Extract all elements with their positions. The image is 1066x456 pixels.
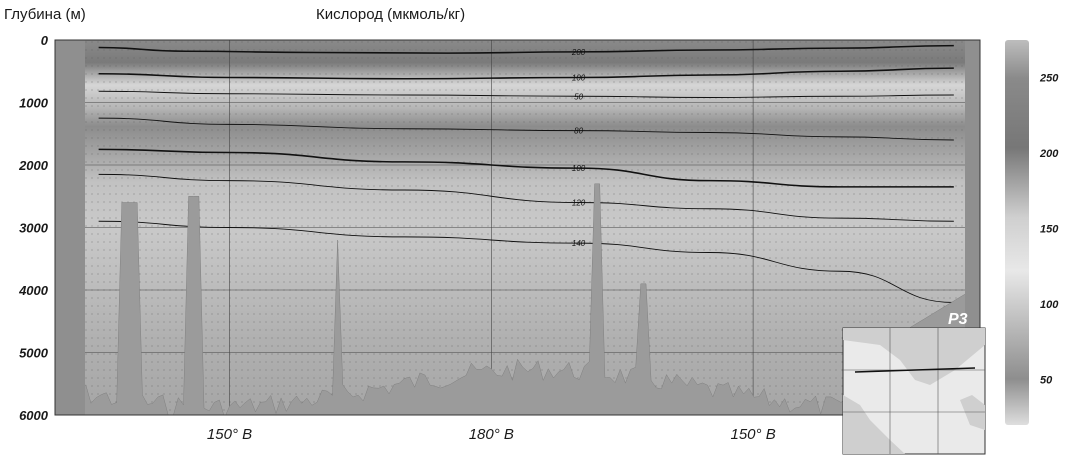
x-axis-ticks: 150° В 180° В 150° В — [207, 426, 776, 443]
inset-label: P3 — [948, 311, 968, 328]
contour-line-50 — [98, 90, 954, 98]
colorbar-tick-label: 100 — [1040, 299, 1059, 311]
contour-line-200 — [98, 44, 954, 54]
contour-line-140 — [98, 220, 954, 303]
gridlines — [55, 40, 980, 415]
colorbar-tick-label: 50 — [1040, 375, 1053, 387]
colorbar-tick-label: 250 — [1039, 73, 1059, 85]
contours — [98, 44, 954, 303]
contour-line-100 — [98, 148, 954, 188]
x-tick-label: 150° В — [731, 426, 776, 443]
y-tick-label: 0 — [41, 33, 49, 48]
colorbar-tick-label: 150 — [1040, 224, 1059, 236]
colorbar-ticks: 250 200 150 100 50 — [1039, 73, 1059, 387]
colorbar — [1005, 40, 1029, 425]
x-tick-label: 180° В — [469, 426, 514, 443]
contour-line-100 — [98, 67, 954, 80]
contour-label: 200 — [571, 48, 586, 57]
section-track-line — [854, 367, 976, 373]
plot-frame — [54, 39, 981, 416]
y-tick-label: 2000 — [18, 158, 49, 173]
left-land-mask — [55, 40, 85, 415]
contour-label: 100 — [572, 164, 586, 173]
contour-label: 120 — [572, 199, 586, 208]
contour-line-80 — [98, 117, 954, 141]
right-land-mask — [965, 40, 980, 415]
x-tick-label: 150° В — [207, 426, 252, 443]
y-tick-label: 5000 — [19, 346, 49, 361]
contour-labels: 200 100 50 80 100 120 140 — [571, 48, 586, 248]
y-tick-label: 6000 — [19, 408, 49, 423]
y-axis-label: Глубина (м) — [4, 6, 86, 23]
chart-title: Кислород (мкмоль/кг) — [316, 6, 466, 23]
contour-label: 100 — [572, 74, 586, 83]
y-axis-ticks: 0 1000 2000 3000 4000 5000 6000 — [18, 33, 49, 423]
contour-label: 140 — [572, 239, 586, 248]
colorbar-tick-label: 200 — [1039, 148, 1059, 160]
location-inset: P3 — [842, 311, 986, 455]
contour-label: 50 — [574, 92, 583, 101]
y-tick-label: 3000 — [19, 221, 49, 236]
y-tick-label: 1000 — [19, 96, 49, 111]
contour-label: 80 — [574, 127, 583, 136]
contour-line-120 — [98, 173, 954, 222]
y-tick-label: 4000 — [18, 283, 49, 298]
